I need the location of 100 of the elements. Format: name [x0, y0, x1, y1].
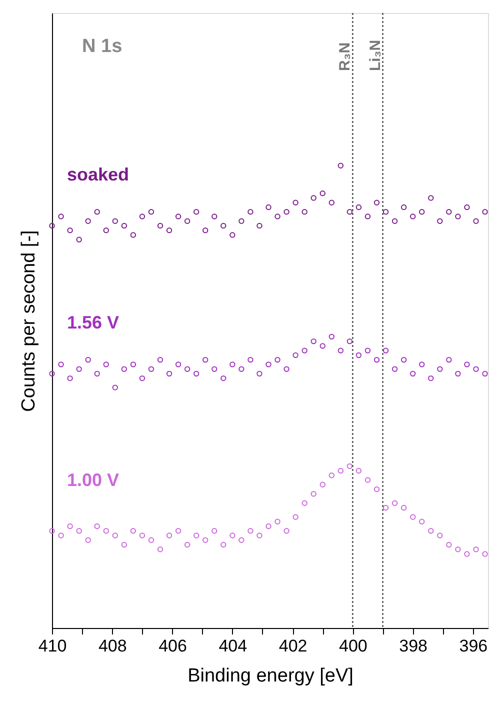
point: [175, 214, 182, 220]
point: [437, 218, 443, 224]
point: [148, 366, 154, 372]
y-axis-title: Counts per second [-]: [18, 230, 40, 412]
point: [419, 518, 425, 524]
point: [256, 222, 262, 229]
point: [112, 532, 118, 538]
series-label: 1.00 V: [67, 470, 120, 490]
x-tick-label: 400: [339, 636, 368, 656]
point: [382, 348, 389, 354]
point: [356, 204, 362, 210]
point: [392, 218, 398, 224]
point: [157, 222, 164, 229]
point: [455, 370, 461, 377]
x-tick-label: 396: [459, 636, 488, 656]
point: [85, 356, 91, 363]
point: [266, 523, 272, 530]
point: [193, 532, 200, 538]
point: [248, 356, 254, 363]
point: [310, 195, 316, 201]
point: [356, 352, 362, 358]
point: [464, 362, 470, 368]
point: [256, 370, 262, 377]
point: [130, 528, 136, 534]
point: [338, 162, 344, 168]
point: [374, 200, 380, 206]
point: [157, 356, 164, 363]
point: [364, 477, 371, 483]
point: [382, 208, 389, 215]
point: [202, 227, 208, 234]
point: [292, 200, 298, 206]
point: [76, 366, 82, 372]
point: [437, 532, 443, 538]
point: [175, 528, 182, 534]
point: [356, 468, 362, 474]
point: [310, 338, 316, 344]
point: [58, 532, 64, 538]
point: [230, 532, 236, 538]
point: [482, 370, 488, 377]
point: [320, 190, 326, 196]
point: [67, 523, 73, 530]
x-tick-label: 398: [399, 636, 428, 656]
point: [220, 375, 226, 382]
point: [202, 356, 208, 363]
point: [437, 366, 443, 372]
point: [455, 546, 461, 552]
point: [212, 528, 218, 534]
point: [400, 204, 407, 210]
point: [400, 356, 407, 363]
point: [320, 343, 326, 349]
point: [400, 504, 407, 511]
point: [193, 208, 200, 215]
x-tick-label: 406: [158, 636, 187, 656]
series-label: soaked: [67, 164, 130, 185]
point: [212, 214, 218, 220]
point: [464, 204, 470, 210]
point: [58, 362, 64, 368]
point: [130, 232, 136, 238]
point: [284, 208, 290, 215]
point: [212, 366, 218, 372]
point: [49, 370, 55, 377]
point: [473, 366, 479, 372]
point: [346, 463, 353, 469]
point: [302, 500, 308, 506]
point: [328, 200, 334, 206]
point: [328, 472, 334, 478]
point: [103, 528, 109, 534]
point: [274, 518, 280, 524]
point: [310, 491, 316, 497]
point: [482, 208, 488, 215]
point: [112, 218, 118, 224]
point: [346, 208, 353, 215]
point: [220, 542, 226, 548]
point: [302, 348, 308, 354]
point: [139, 532, 146, 538]
point: [58, 214, 64, 220]
series-label: 1.56 V: [67, 312, 120, 333]
point: [220, 222, 226, 229]
point: [184, 218, 190, 224]
point: [410, 370, 416, 377]
point: [248, 528, 254, 534]
ref-line-label: Li₃N: [366, 40, 384, 71]
point: [374, 486, 380, 492]
point: [464, 551, 470, 557]
point: [446, 356, 452, 363]
point: [428, 528, 434, 534]
point: [157, 546, 164, 552]
point: [473, 218, 479, 224]
point: [266, 204, 272, 210]
point: [374, 356, 380, 363]
point: [139, 214, 146, 220]
point: [148, 537, 154, 543]
x-tick-label: 404: [218, 636, 248, 656]
point: [320, 482, 326, 488]
point: [67, 375, 73, 382]
point: [94, 370, 100, 377]
point: [103, 227, 109, 234]
point: [238, 366, 244, 372]
point: [166, 227, 172, 234]
point: [364, 214, 371, 220]
